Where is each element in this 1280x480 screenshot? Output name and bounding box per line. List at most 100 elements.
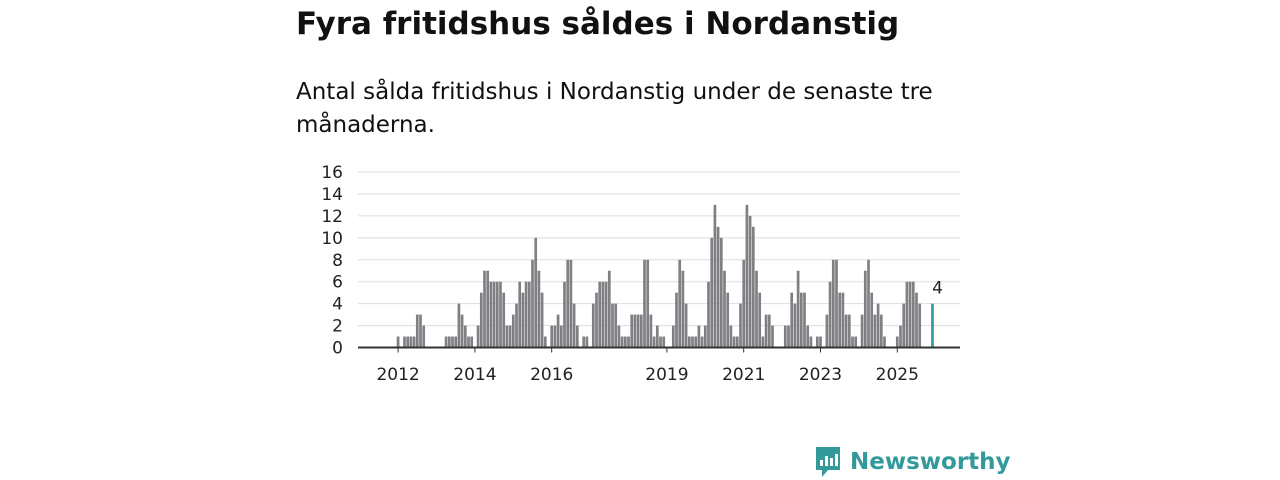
bar: [527, 281, 531, 348]
bar: [870, 292, 874, 348]
bar: [652, 336, 656, 348]
bar: [895, 336, 899, 348]
bar: [662, 336, 666, 348]
bar: [835, 259, 838, 348]
bar: [467, 336, 470, 348]
bar: [729, 325, 733, 348]
bar: [761, 336, 765, 348]
bar: [447, 336, 451, 348]
bar: [659, 336, 662, 348]
bar: [460, 314, 464, 348]
bar: [883, 336, 886, 348]
bar: [828, 281, 832, 348]
x-tick-label: 2012: [376, 365, 419, 385]
bar: [684, 303, 688, 348]
newsworthy-logo: Newsworthy: [814, 445, 1011, 479]
bar: [492, 281, 496, 348]
bar: [614, 303, 618, 348]
bar: [815, 336, 819, 348]
newsworthy-logo-text: Newsworthy: [850, 449, 1011, 475]
bar: [531, 259, 534, 348]
bar: [444, 336, 448, 348]
y-tick-label: 16: [321, 163, 343, 183]
bar: [451, 336, 454, 348]
bar: [726, 292, 730, 348]
bar: [607, 270, 611, 348]
bar: [486, 270, 490, 348]
bar: [511, 314, 515, 348]
bar: [585, 336, 589, 348]
bar: [806, 325, 810, 348]
bar: [524, 281, 528, 348]
bar: [783, 325, 787, 348]
bar: [556, 314, 560, 348]
bar-highlight: [931, 303, 934, 348]
bar: [575, 325, 579, 348]
bar: [415, 314, 419, 348]
x-tick-label: 2021: [722, 365, 765, 385]
bar: [847, 314, 851, 348]
bar: [809, 336, 813, 348]
bar: [483, 270, 486, 348]
bar: [550, 325, 554, 348]
bar: [838, 292, 842, 348]
bar: [905, 281, 909, 348]
x-tick-label: 2023: [799, 365, 842, 385]
bar: [671, 325, 675, 348]
x-axis-ticks: 2012 2014 2016 2019 2021 2023 2025: [376, 347, 919, 385]
y-tick-label: 0: [332, 339, 343, 359]
bar: [521, 292, 525, 348]
bar: [595, 292, 598, 348]
y-tick-label: 8: [332, 251, 343, 271]
bar: [867, 259, 870, 348]
bar: [796, 270, 800, 348]
bar: [911, 281, 915, 348]
bar: [620, 336, 624, 348]
bar: [703, 325, 707, 348]
bar: [489, 281, 493, 348]
bar: [799, 292, 803, 348]
bar: [627, 336, 630, 348]
x-tick-label: 2016: [530, 365, 573, 385]
bar: [918, 303, 922, 348]
bar: [697, 325, 701, 348]
chart-title: Fyra fritidshus såldes i Nordanstig: [296, 6, 900, 42]
bar: [899, 325, 902, 348]
data-labels: 4: [932, 279, 943, 299]
bar: [617, 325, 621, 348]
bar: [742, 259, 746, 348]
bar: [675, 292, 678, 348]
bar: [863, 270, 867, 348]
bar: [553, 325, 557, 348]
bar: [691, 336, 694, 348]
bar: [793, 303, 797, 348]
bar: [569, 259, 573, 348]
bar: [751, 226, 755, 348]
bar: [915, 292, 918, 348]
newsworthy-logo-icon: [816, 447, 840, 477]
bar: [611, 303, 614, 348]
bar: [591, 303, 595, 348]
bar: [476, 325, 480, 348]
bar: [630, 314, 634, 348]
bar: [412, 336, 416, 348]
bar: [409, 336, 413, 348]
bar: [681, 270, 685, 348]
bar: [406, 336, 410, 348]
data-label: 4: [932, 279, 943, 299]
bar: [771, 325, 774, 348]
bar: [463, 325, 467, 348]
bar: [534, 237, 538, 348]
bar: [572, 303, 576, 348]
bar: [540, 292, 544, 348]
bar: [518, 281, 522, 348]
bar: [694, 336, 698, 348]
y-tick-label: 10: [321, 229, 343, 249]
bar: [719, 237, 723, 348]
bar: [505, 325, 509, 348]
bar: [678, 259, 682, 348]
bar: [566, 259, 570, 348]
y-tick-label: 2: [332, 317, 343, 337]
bar: [636, 314, 640, 348]
